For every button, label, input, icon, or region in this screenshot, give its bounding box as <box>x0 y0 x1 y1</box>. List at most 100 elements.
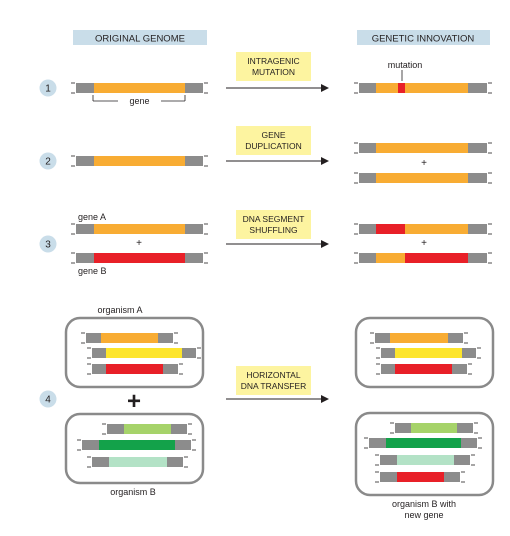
gene-segment-pale-green <box>397 455 454 465</box>
chromosome-org-b-2 <box>77 439 196 451</box>
dna-flank-segment <box>448 333 463 343</box>
dna-flank-segment <box>381 364 395 374</box>
gene-b-label: gene B <box>78 266 107 276</box>
gene-segment-red <box>94 253 185 263</box>
gene-segment-red <box>395 364 452 374</box>
dna-flank-segment <box>92 348 106 358</box>
dna-flank-segment <box>359 143 376 153</box>
dna-flank-segment <box>454 455 470 465</box>
label-dna-segment-shuffling: DNA SEGMENT SHUFFLING <box>236 210 311 239</box>
dna-flank-segment <box>158 333 173 343</box>
header-original-genome: ORIGINAL GENOME <box>73 30 207 45</box>
gene-label: gene <box>129 96 149 106</box>
chromosome-s3-right-bottom <box>354 252 492 264</box>
step-circle-2: 2 <box>39 152 57 170</box>
organism-a-result-outline <box>354 316 495 389</box>
dna-flank-segment <box>468 173 487 183</box>
header-genetic-innovation: GENETIC INNOVATION <box>357 30 490 45</box>
dna-flank-segment <box>369 438 386 448</box>
gene-segment-light-green <box>411 423 457 433</box>
gene-segment-orange <box>376 253 405 263</box>
header-original-text: ORIGINAL GENOME <box>95 34 185 45</box>
organism-b-result-outline <box>354 411 495 497</box>
dna-flank-segment <box>171 424 187 434</box>
gene-segment-red <box>106 364 163 374</box>
gene-a-label: gene A <box>78 212 106 222</box>
dna-flank-segment <box>182 348 196 358</box>
gene-bracket <box>92 95 186 102</box>
chromosome-res-a-2 <box>376 347 481 359</box>
step-circle-3: 3 <box>39 235 57 253</box>
svg-text:DNA SEGMENT: DNA SEGMENT <box>243 214 305 224</box>
gene-segment-orange <box>376 83 398 93</box>
dna-flank-segment <box>92 457 109 467</box>
svg-text:INTRAGENIC: INTRAGENIC <box>247 56 299 66</box>
dna-flank-segment <box>359 83 376 93</box>
chromosome-res-a-1 <box>370 332 468 344</box>
header-original-bg <box>73 30 207 45</box>
mutation-label: mutation <box>388 60 423 70</box>
header-innovation-bg <box>357 30 490 45</box>
dna-flank-segment <box>76 224 94 234</box>
dna-flank-segment <box>359 253 376 263</box>
dna-flank-segment <box>167 457 183 467</box>
header-innovation-text: GENETIC INNOVATION <box>372 34 475 45</box>
dna-flank-segment <box>380 472 397 482</box>
gene-segment-orange <box>94 224 185 234</box>
organism-b-new-label-line1: organism B with <box>392 499 456 509</box>
gene-segment-orange <box>376 143 468 153</box>
chromosome-res-b-3 <box>375 454 475 466</box>
gene-segment-orange <box>405 224 468 234</box>
chromosome-s3-gene-b <box>71 252 208 264</box>
organism-b-outline <box>64 412 205 485</box>
dna-flank-segment <box>359 224 376 234</box>
svg-text:MUTATION: MUTATION <box>252 67 295 77</box>
dna-flank-segment <box>76 156 94 166</box>
gene-segment-orange <box>390 333 448 343</box>
dna-flank-segment <box>86 333 101 343</box>
svg-text:SHUFFLING: SHUFFLING <box>249 225 297 235</box>
gene-segment-green <box>386 438 461 448</box>
dna-flank-segment <box>468 83 487 93</box>
chromosome-s2-right-top <box>354 142 492 154</box>
svg-text:GENE: GENE <box>261 130 285 140</box>
organism-b-label: organism B <box>110 487 156 497</box>
dna-flank-segment <box>185 224 203 234</box>
dna-flank-segment <box>468 224 487 234</box>
label-horizontal-dna-transfer: HORIZONTAL DNA TRANSFER <box>236 366 311 395</box>
step-circle-4: 4 <box>39 390 57 408</box>
organism-a-outline <box>64 316 205 389</box>
dna-flank-segment <box>185 253 203 263</box>
dna-flank-segment <box>76 83 94 93</box>
step-circle-1: 1 <box>39 79 57 97</box>
gene-segment-green <box>99 440 175 450</box>
chromosome-s1-left <box>71 82 208 94</box>
dna-flank-segment <box>163 364 178 374</box>
dna-flank-segment <box>82 440 99 450</box>
gene-segment-red <box>405 253 468 263</box>
svg-text:DUPLICATION: DUPLICATION <box>245 141 302 151</box>
gene-segment-orange <box>94 156 185 166</box>
gene-segment-yellow <box>106 348 182 358</box>
dna-flank-segment <box>175 440 191 450</box>
dna-flank-segment <box>395 423 411 433</box>
chromosome-s3-gene-a <box>71 223 208 235</box>
chromosome-org-a-3 <box>87 363 183 375</box>
plus-step-3-right: + <box>421 238 427 249</box>
plus-step-4: + <box>127 388 141 415</box>
dna-flank-segment <box>185 83 203 93</box>
chromosome-org-a-1 <box>81 332 178 344</box>
dna-flank-segment <box>461 438 477 448</box>
chromosome-s3-right-top <box>354 223 492 235</box>
chromosome-s2-right-bottom <box>354 172 492 184</box>
dna-flank-segment <box>92 364 106 374</box>
plus-step-2: + <box>421 158 427 169</box>
chromosome-res-b-2 <box>364 437 482 449</box>
dna-flank-segment <box>375 333 390 343</box>
chromosome-res-b-1 <box>390 422 478 434</box>
dna-flank-segment <box>107 424 124 434</box>
organism-b-new-label-line2: new gene <box>404 510 443 520</box>
dna-flank-segment <box>462 348 476 358</box>
chromosome-org-a-2 <box>87 347 201 359</box>
